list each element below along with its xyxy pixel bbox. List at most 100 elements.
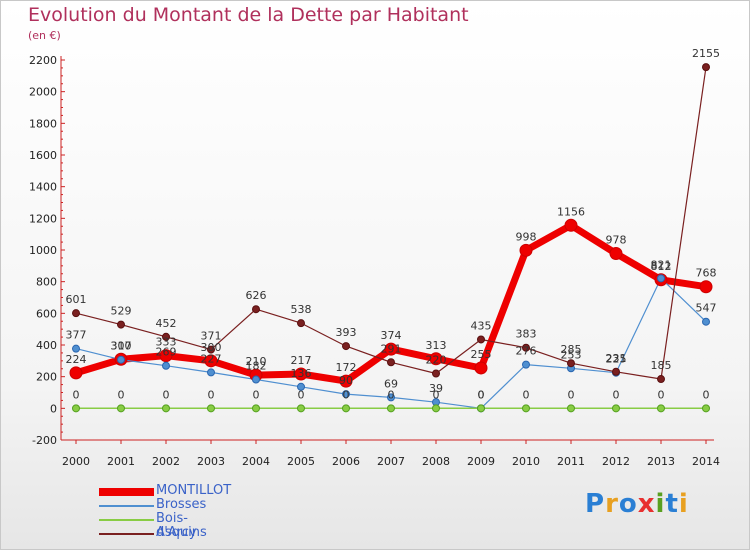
data-point bbox=[72, 344, 80, 353]
data-label: 0 bbox=[703, 388, 710, 401]
y-tick-label: 1400 bbox=[29, 181, 57, 194]
data-point bbox=[522, 343, 530, 352]
data-label: 452 bbox=[156, 317, 177, 330]
data-point bbox=[609, 246, 623, 260]
data-label: 0 bbox=[253, 388, 260, 401]
data-label: 0 bbox=[298, 388, 305, 401]
data-label: 231 bbox=[606, 352, 627, 365]
data-point bbox=[342, 404, 350, 413]
x-tick-label: 2013 bbox=[647, 455, 675, 468]
data-label: 0 bbox=[523, 388, 530, 401]
x-tick-label: 2003 bbox=[197, 455, 225, 468]
legend-swatch bbox=[99, 505, 154, 507]
legend-swatch bbox=[99, 533, 154, 535]
data-label: 0 bbox=[613, 388, 620, 401]
data-label: 998 bbox=[516, 230, 537, 243]
data-label: 39 bbox=[429, 382, 443, 395]
x-tick-label: 2002 bbox=[152, 455, 180, 468]
x-tick-label: 2014 bbox=[692, 455, 720, 468]
y-tick-label: 400 bbox=[36, 339, 57, 352]
data-point bbox=[339, 374, 353, 388]
data-label: 0 bbox=[163, 388, 170, 401]
x-tick-label: 2010 bbox=[512, 455, 540, 468]
x-tick-label: 2001 bbox=[107, 455, 135, 468]
logo-letter: o bbox=[618, 489, 638, 519]
data-point bbox=[342, 390, 350, 399]
data-label: 300 bbox=[201, 341, 222, 354]
data-label: 0 bbox=[568, 388, 575, 401]
data-label: 768 bbox=[696, 267, 717, 280]
data-label: 2155 bbox=[692, 47, 720, 60]
logo-letter: x bbox=[637, 489, 656, 519]
data-point bbox=[702, 63, 710, 72]
data-point bbox=[387, 404, 395, 413]
data-label: 313 bbox=[426, 339, 447, 352]
y-tick-label: 2200 bbox=[29, 54, 57, 67]
logo-letter: i bbox=[678, 489, 689, 519]
y-tick-label: 1200 bbox=[29, 212, 57, 225]
y-tick-label: -200 bbox=[32, 434, 57, 447]
data-label: 172 bbox=[336, 361, 357, 374]
proxiti-logo: Proxiti bbox=[585, 489, 689, 519]
data-label: 0 bbox=[343, 388, 350, 401]
data-point bbox=[297, 319, 305, 328]
logo-letter: r bbox=[605, 489, 619, 519]
data-point bbox=[72, 309, 80, 318]
data-point bbox=[702, 317, 710, 326]
y-tick-label: 600 bbox=[36, 307, 57, 320]
data-label: 0 bbox=[73, 388, 80, 401]
legend-label: Bois-d'Arcy bbox=[156, 511, 197, 540]
data-point bbox=[162, 361, 170, 370]
data-point bbox=[204, 354, 218, 368]
data-point bbox=[72, 404, 80, 413]
data-point bbox=[567, 359, 575, 368]
legend-label: Brosses bbox=[156, 497, 207, 512]
data-label: 307 bbox=[111, 340, 132, 353]
logo-letter: P bbox=[585, 489, 606, 519]
data-point bbox=[567, 404, 575, 413]
data-label: 812 bbox=[651, 260, 672, 273]
data-label: 374 bbox=[381, 329, 402, 342]
data-label: 255 bbox=[471, 348, 492, 361]
data-point bbox=[387, 393, 395, 402]
data-point bbox=[69, 366, 83, 380]
data-label: 377 bbox=[66, 329, 87, 342]
data-label: 310 bbox=[111, 339, 132, 352]
data-point bbox=[117, 320, 125, 329]
data-label: 978 bbox=[606, 233, 627, 246]
data-point bbox=[657, 375, 665, 384]
data-point bbox=[207, 368, 215, 377]
logo-letter: t bbox=[665, 489, 679, 519]
data-point bbox=[429, 352, 443, 366]
data-label: 0 bbox=[478, 388, 485, 401]
data-point bbox=[162, 404, 170, 413]
data-label: 538 bbox=[291, 303, 312, 316]
data-label: 220 bbox=[426, 354, 447, 367]
data-label: 371 bbox=[201, 330, 222, 343]
data-point bbox=[159, 349, 173, 363]
data-point bbox=[117, 404, 125, 413]
data-label: 0 bbox=[118, 388, 125, 401]
data-point bbox=[384, 342, 398, 356]
data-label: 185 bbox=[651, 359, 672, 372]
data-label: 69 bbox=[384, 377, 398, 390]
data-point bbox=[432, 369, 440, 378]
data-label: 547 bbox=[696, 302, 717, 315]
data-point bbox=[294, 367, 308, 381]
data-point bbox=[477, 404, 485, 413]
data-point bbox=[702, 404, 710, 413]
y-tick-label: 200 bbox=[36, 371, 57, 384]
legend-label: MONTILLOT bbox=[156, 483, 232, 498]
data-label: 182 bbox=[246, 360, 267, 373]
data-point bbox=[432, 404, 440, 413]
data-point bbox=[297, 404, 305, 413]
data-label: 0 bbox=[388, 388, 395, 401]
data-label: 276 bbox=[516, 345, 537, 358]
x-tick-label: 2007 bbox=[377, 455, 405, 468]
data-label: 0 bbox=[658, 388, 665, 401]
x-tick-label: 2000 bbox=[62, 455, 90, 468]
data-point bbox=[477, 335, 485, 344]
data-label: 291 bbox=[381, 342, 402, 355]
data-label: 217 bbox=[291, 354, 312, 367]
data-label: 0 bbox=[478, 388, 485, 401]
